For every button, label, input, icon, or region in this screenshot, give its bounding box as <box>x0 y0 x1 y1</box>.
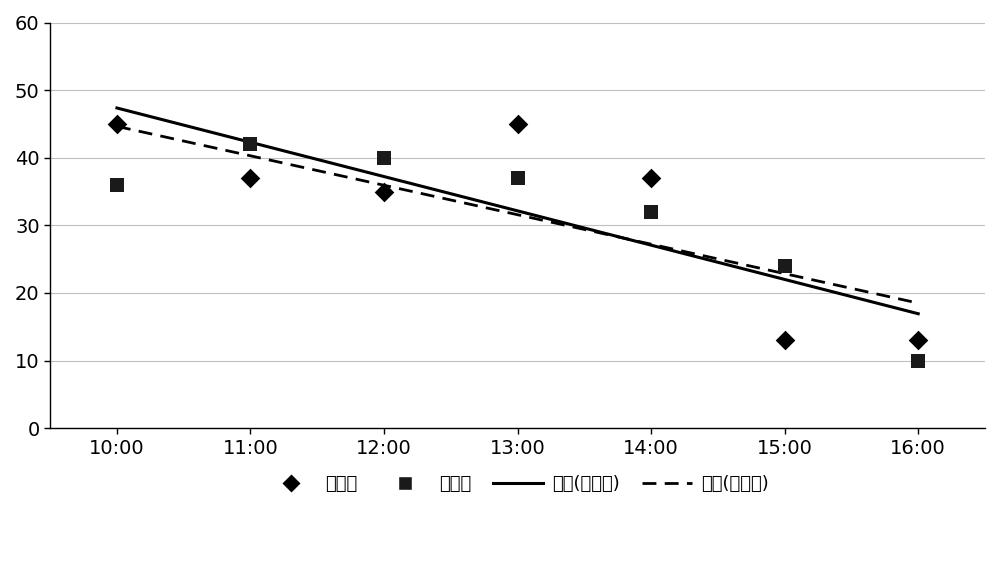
Point <box>910 356 926 365</box>
Point <box>643 173 659 183</box>
Point <box>910 336 926 345</box>
Point <box>109 180 125 189</box>
Legend: 测定値, 参考値, 线性(测定値), 线性(参考値): 测定値, 参考値, 线性(测定値), 线性(参考値) <box>259 468 776 501</box>
Point <box>376 153 392 162</box>
Point <box>109 119 125 129</box>
Point <box>777 336 793 345</box>
Point <box>510 173 526 183</box>
Point <box>376 187 392 196</box>
Point <box>242 140 258 149</box>
Point <box>643 207 659 217</box>
Point <box>510 119 526 129</box>
Point <box>777 261 793 271</box>
Point <box>242 173 258 183</box>
